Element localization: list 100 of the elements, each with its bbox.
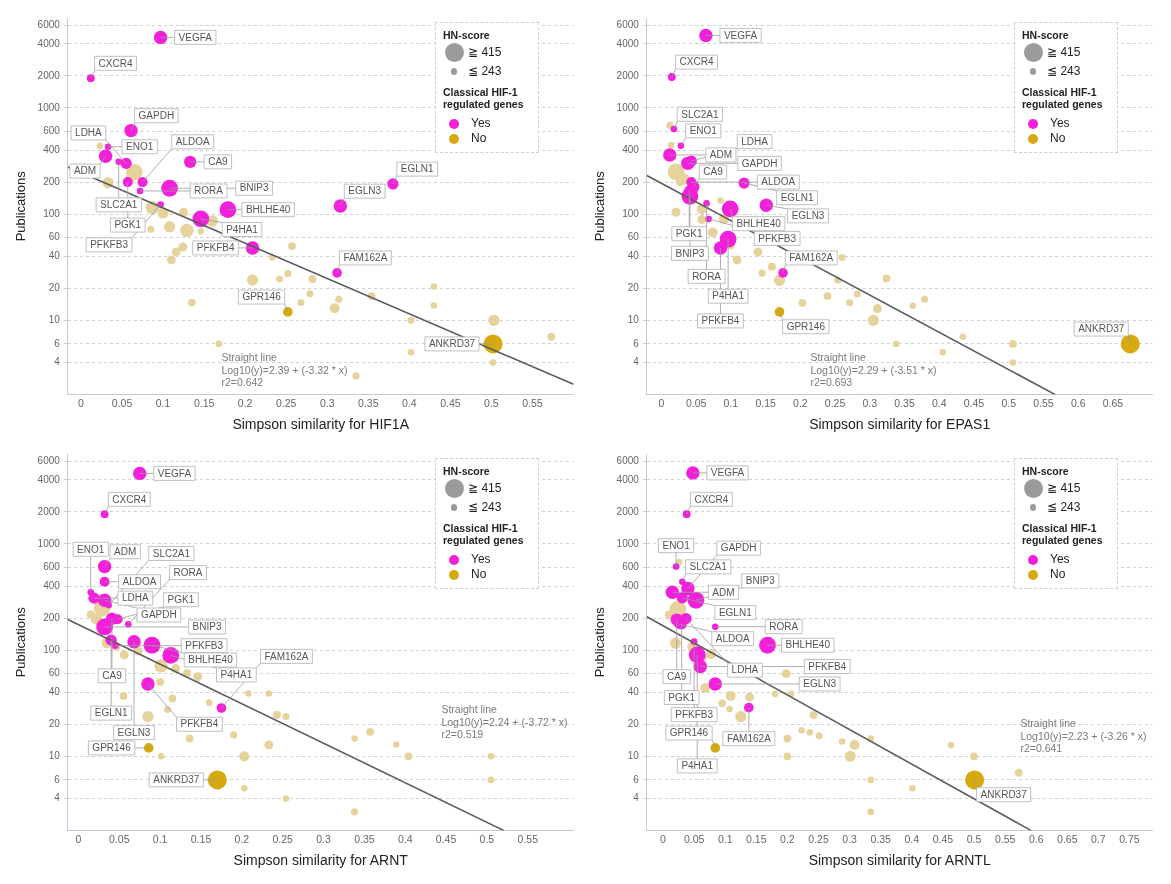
annotation: ADM <box>709 149 732 161</box>
y-tick-label: 400 <box>43 579 61 591</box>
annotation: EGLN1 <box>718 606 753 618</box>
annotation: BHLHE40 <box>188 654 234 666</box>
annotation: ENO1 <box>662 539 691 551</box>
y-tick-label: 40 <box>48 250 61 262</box>
y-tick-label: 2000 <box>616 69 640 81</box>
y-tick-label: 60 <box>627 667 640 679</box>
annotation: EGLN1 <box>94 707 128 719</box>
legend-label: ≦ 243 <box>1047 63 1081 79</box>
annotation: GPR146 <box>669 727 709 739</box>
annotation: CA9 <box>703 166 724 178</box>
y-tick-label: 60 <box>627 231 640 243</box>
legend-label: Yes <box>471 115 491 131</box>
x-tick-label: 0.15 <box>193 396 215 409</box>
annotation: GPR146 <box>242 291 282 303</box>
annotation: Straight line <box>441 703 498 716</box>
x-tick-label: 0.35 <box>358 396 379 409</box>
x-tick-label: 0.25 <box>275 396 297 409</box>
annotation: ADM <box>73 165 97 177</box>
y-tick-label: 1000 <box>37 101 61 113</box>
annotation: SLC2A1 <box>681 108 719 120</box>
y-tick-label: 40 <box>48 686 61 698</box>
annotation: PFKFB3 <box>185 639 224 651</box>
annotation: P4HA1 <box>681 760 714 772</box>
annotation: SLC2A1 <box>152 547 191 559</box>
legend-label: Yes <box>1050 115 1070 131</box>
x-tick-label: 0.3 <box>842 832 858 845</box>
legend-label: ≧ 415 <box>1047 44 1081 60</box>
x-tick-label: 0.3 <box>862 396 878 409</box>
y-tick-label: 600 <box>622 125 640 137</box>
y-tick-label: 200 <box>43 611 61 623</box>
y-tick-label: 400 <box>622 143 640 155</box>
y-axis-title: Publications <box>13 606 29 678</box>
annotation: LDHA <box>75 127 103 139</box>
y-tick-label: 4 <box>54 356 61 368</box>
y-tick-label: 4000 <box>37 37 61 49</box>
y-tick-label: 6000 <box>37 454 61 466</box>
annotation: VEGFA <box>178 31 213 43</box>
y-tick-label: 100 <box>622 207 640 219</box>
annotation: VEGFA <box>157 467 192 479</box>
y-tick-label: 100 <box>622 643 640 655</box>
annotation: PFKFB3 <box>675 708 714 720</box>
annotation: PFKFB4 <box>701 315 740 327</box>
y-tick-label: 4 <box>54 792 61 804</box>
x-tick-label: 0 <box>658 396 665 409</box>
annotation: BNIP3 <box>192 621 222 633</box>
y-tick-label: 4000 <box>616 473 640 485</box>
text: HN-score <box>1022 465 1069 477</box>
x-tick-label: 0.65 <box>1102 396 1124 409</box>
annotation: r2=0.642 <box>221 376 264 389</box>
annotation: ANKRD37 <box>980 789 1028 800</box>
annotation: ADM <box>114 546 137 558</box>
y-tick-label: 10 <box>48 750 61 762</box>
annotation: PGK1 <box>167 594 195 605</box>
x-tick-label: 0 <box>75 832 82 845</box>
x-tick-label: 0.55 <box>994 832 1016 845</box>
x-tick-label: 0.4 <box>397 832 413 845</box>
y-tick-label: 2000 <box>37 69 61 81</box>
y-tick-label: 6 <box>633 337 640 349</box>
x-tick-label: 0.1 <box>723 396 739 409</box>
annotation: Log10(y)=2.39 + (-3.32 * x) <box>221 363 348 376</box>
x-tick-label: 0.45 <box>932 832 954 845</box>
x-axis-title: Simpson similarity for ARNTL <box>808 852 991 869</box>
annotation: PGK1 <box>668 691 696 703</box>
y-tick-label: 6000 <box>616 454 640 466</box>
x-tick-label: 0 <box>78 396 85 409</box>
x-tick-label: 0.4 <box>904 832 920 845</box>
x-tick-label: 0 <box>660 832 667 845</box>
annotation: LDHA <box>731 664 759 676</box>
y-tick-label: 6 <box>54 773 61 785</box>
annotation: BHLHE40 <box>785 639 831 651</box>
annotation: ALDOA <box>715 632 750 644</box>
annotation: CA9 <box>102 670 123 682</box>
annotation: P4HA1 <box>220 669 253 681</box>
annotation: ALDOA <box>761 176 796 188</box>
annotation: ANKRD37 <box>153 774 200 786</box>
annotation: LDHA <box>121 592 149 604</box>
x-tick-label: 0.25 <box>272 832 294 845</box>
x-tick-label: 0.6 <box>1070 396 1086 409</box>
annotation: GAPDH <box>720 542 757 554</box>
annotation: ALDOA <box>175 136 210 148</box>
y-tick-label: 600 <box>43 561 61 573</box>
annotation: P4HA1 <box>226 223 259 235</box>
x-tick-label: 0.55 <box>522 396 543 409</box>
annotation: CXCR4 <box>112 493 147 505</box>
annotation: BNIP3 <box>239 182 269 194</box>
annotation: ENO1 <box>689 125 718 137</box>
text: Classical HIF-1 regulated genes <box>1022 522 1103 547</box>
annotation: PFKFB4 <box>196 242 235 254</box>
annotation: Log10(y)=2.24 + (-3.72 * x) <box>441 715 568 728</box>
x-tick-label: 0.25 <box>808 832 829 845</box>
x-tick-label: 0.35 <box>354 832 375 845</box>
x-tick-label: 0.15 <box>755 396 776 409</box>
annotation: EGLN3 <box>117 726 151 738</box>
y-tick-label: 20 <box>48 282 61 294</box>
legend-label: Yes <box>1050 551 1070 567</box>
y-tick-label: 40 <box>627 686 640 698</box>
x-tick-label: 0.35 <box>870 832 892 845</box>
text: Classical HIF-1 regulated genes <box>443 522 524 547</box>
